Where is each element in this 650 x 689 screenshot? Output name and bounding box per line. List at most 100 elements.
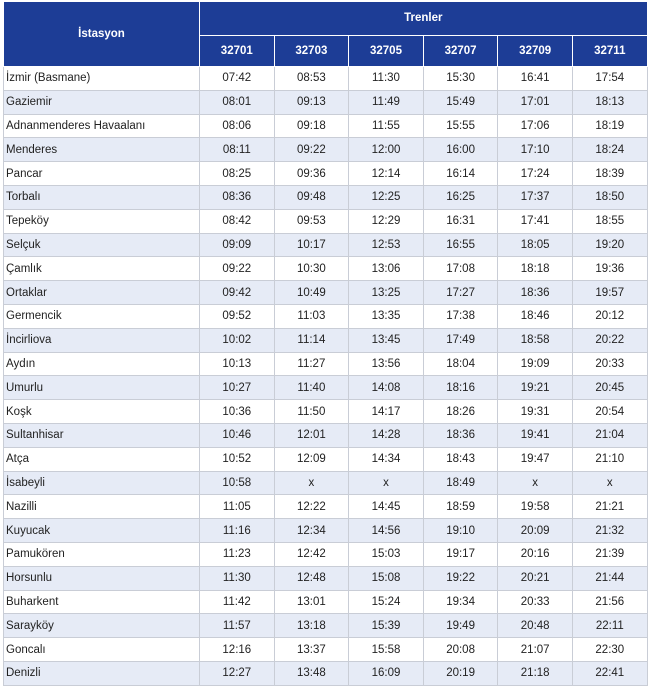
departure-time: 12:48 — [273, 565, 350, 591]
departure-time: 13:35 — [348, 303, 424, 329]
departure-time: 20:22 — [571, 327, 648, 353]
departure-time: 08:53 — [273, 66, 350, 91]
departure-time: 12:14 — [348, 161, 424, 186]
station-name: İncirliova — [3, 327, 200, 353]
departure-time: x — [571, 470, 648, 496]
departure-time: 16:00 — [422, 137, 499, 163]
table-row: Tepeköy 08:42 09:53 12:29 16:31 17:41 18:55 — [3, 208, 648, 234]
departure-time: 14:56 — [348, 518, 424, 543]
departure-time: 12:01 — [273, 422, 350, 448]
departure-time: 09:18 — [273, 113, 350, 139]
table-row: Germencik 09:52 11:03 13:35 17:38 18:46 20:12 — [3, 303, 648, 329]
table-row: Sultanhisar 10:46 12:01 14:28 18:36 19:41 21:0… — [3, 422, 648, 448]
train-number-header-row: 32701 32703 32705 32707 32709 32711 — [4, 34, 648, 68]
departure-time: 15:03 — [348, 541, 424, 567]
departure-time: 19:57 — [571, 280, 648, 305]
departure-time: 20:33 — [497, 589, 573, 615]
departure-time: 21:04 — [571, 422, 648, 448]
timetable-container: İstasyon Trenler 32701 32703 32705 32707 327… — [3, 1, 648, 686]
train-timetable: İstasyon Trenler 32701 32703 32705 32707 327… — [3, 1, 648, 686]
departure-time: 20:21 — [497, 565, 573, 591]
train-number-header: 32703 — [273, 34, 350, 68]
departure-time: 20:48 — [497, 613, 573, 639]
departure-time: 21:56 — [571, 589, 648, 615]
departure-time: 18:59 — [422, 494, 499, 520]
departure-time: 19:09 — [497, 351, 573, 377]
departure-time: 11:30 — [199, 565, 275, 591]
departure-time: 09:13 — [273, 89, 350, 115]
departure-time: 19:21 — [497, 375, 573, 401]
departure-time: 17:54 — [571, 66, 648, 91]
departure-time: 11:03 — [273, 303, 350, 329]
station-name: Gaziemir — [3, 89, 200, 115]
departure-time: 12:42 — [273, 541, 350, 567]
departure-time: 22:30 — [571, 637, 648, 662]
departure-time: 19:41 — [497, 422, 573, 448]
departure-time: 18:46 — [497, 303, 573, 329]
table-row: Torbalı 08:36 09:48 12:25 16:25 17:37 18:50 — [3, 184, 648, 210]
departure-time: 20:08 — [422, 637, 499, 662]
station-name: Buharkent — [3, 589, 200, 615]
departure-time: 19:58 — [497, 494, 573, 520]
departure-time: 20:19 — [422, 660, 499, 686]
departure-time: 19:22 — [422, 565, 499, 591]
train-number-header: 32709 — [497, 34, 573, 68]
departure-time: 20:45 — [571, 375, 648, 401]
departure-time: 15:58 — [348, 637, 424, 662]
table-row: Kuyucak 11:16 12:34 14:56 19:10 20:09 21:32 — [3, 518, 648, 543]
table-row: Aydın 10:13 11:27 13:56 18:04 19:09 20:33 — [3, 351, 648, 377]
departure-time: x — [348, 470, 424, 496]
station-name: Pancar — [3, 161, 200, 186]
station-name: Tepeköy — [3, 208, 200, 234]
timetable-header: İstasyon Trenler 32701 32703 32705 32707 327… — [3, 1, 648, 68]
departure-time: 15:30 — [422, 66, 499, 91]
departure-time: 14:17 — [348, 399, 424, 424]
departure-time: 09:22 — [199, 256, 275, 282]
departure-time: 18:04 — [422, 351, 499, 377]
table-row: Çamlık 09:22 10:30 13:06 17:08 18:18 19:36 — [3, 256, 648, 282]
table-row: Pamukören 11:23 12:42 15:03 19:17 20:16 21:39 — [3, 541, 648, 567]
departure-time: 19:49 — [422, 613, 499, 639]
departure-time: 16:25 — [422, 184, 499, 210]
trains-group-header: Trenler — [199, 1, 648, 36]
departure-time: 18:50 — [571, 184, 648, 210]
departure-time: 19:34 — [422, 589, 499, 615]
table-row: İncirliova 10:02 11:14 13:45 17:49 18:58 20:22 — [3, 327, 648, 353]
departure-time: 09:36 — [273, 161, 350, 186]
departure-time: 17:37 — [497, 184, 573, 210]
departure-time: 10:27 — [199, 375, 275, 401]
station-name: Denizli — [3, 660, 200, 686]
departure-time: 11:57 — [199, 613, 275, 639]
departure-time: 15:39 — [348, 613, 424, 639]
table-row: Selçuk 09:09 10:17 12:53 16:55 18:05 19:20 — [3, 232, 648, 258]
departure-time: 15:55 — [422, 113, 499, 139]
table-row: Denizli 12:27 13:48 16:09 20:19 21:18 22:41 — [3, 660, 648, 686]
departure-time: 12:25 — [348, 184, 424, 210]
station-name: Atça — [3, 446, 200, 472]
departure-time: 10:58 — [199, 470, 275, 496]
departure-time: 09:53 — [273, 208, 350, 234]
departure-time: 18:24 — [571, 137, 648, 163]
departure-time: 18:16 — [422, 375, 499, 401]
departure-time: x — [497, 470, 573, 496]
station-column-header: İstasyon — [3, 1, 200, 67]
departure-time: 09:09 — [199, 232, 275, 258]
departure-time: 11:50 — [273, 399, 350, 424]
departure-time: 14:45 — [348, 494, 424, 520]
departure-time: 12:16 — [199, 637, 275, 662]
table-row: Pancar 08:25 09:36 12:14 16:14 17:24 18:39 — [3, 161, 648, 186]
departure-time: 08:06 — [199, 113, 275, 139]
departure-time: 10:13 — [199, 351, 275, 377]
departure-time: 19:20 — [571, 232, 648, 258]
departure-time: 12:53 — [348, 232, 424, 258]
departure-time: 13:48 — [273, 660, 350, 686]
departure-time: 15:08 — [348, 565, 424, 591]
departure-time: 08:36 — [199, 184, 275, 210]
departure-time: 18:13 — [571, 89, 648, 115]
departure-time: 18:36 — [422, 422, 499, 448]
station-name: Kuyucak — [3, 518, 200, 543]
station-name: Germencik — [3, 303, 200, 329]
station-name: Umurlu — [3, 375, 200, 401]
departure-time: 13:25 — [348, 280, 424, 305]
station-name: Sarayköy — [3, 613, 200, 639]
